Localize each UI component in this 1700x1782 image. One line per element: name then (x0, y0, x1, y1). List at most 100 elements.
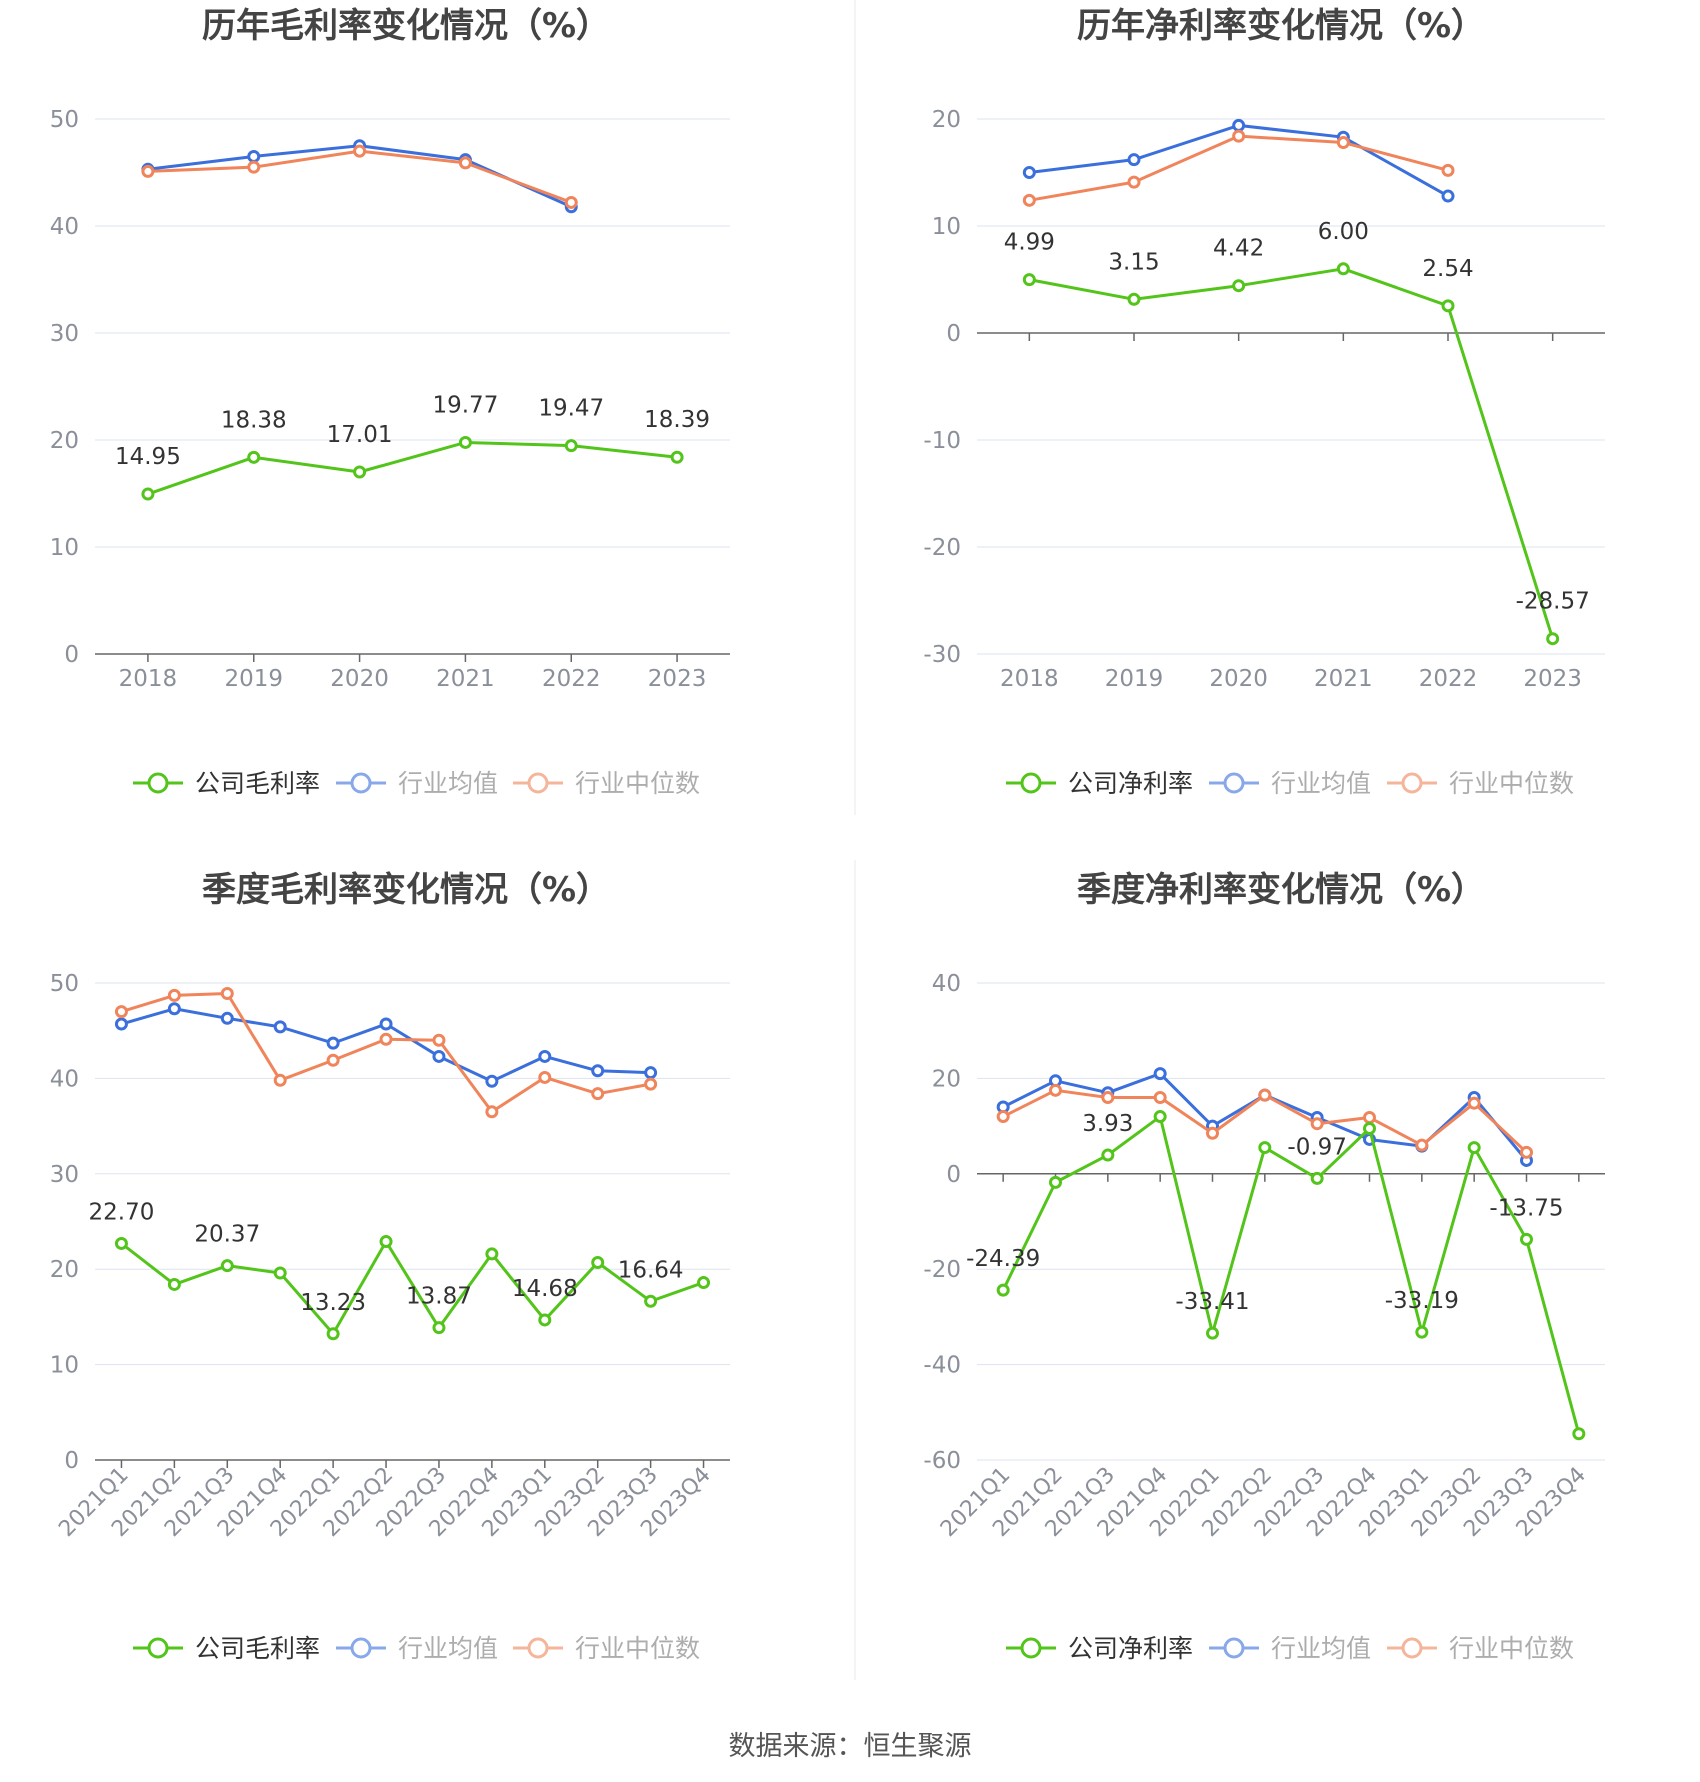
data-point-median (379, 1032, 393, 1046)
series-line-company (1029, 267, 1555, 640)
series-line-median (121, 991, 651, 1114)
y-tick-label: 0 (64, 1448, 79, 1474)
data-point-median (458, 156, 472, 170)
legend-item-company: 公司毛利率 (133, 769, 320, 798)
data-point-company (1415, 1325, 1429, 1339)
data-point-median (167, 988, 181, 1002)
data-label: -33.41 (1175, 1289, 1249, 1315)
data-point-median (1127, 175, 1141, 189)
chart-title: 季度毛利率变化情况（%） (202, 870, 610, 910)
data-label: 18.39 (644, 407, 710, 433)
legend-marker (1223, 1637, 1245, 1659)
data-point-avg (273, 1020, 287, 1034)
legend-item-avg: 行业均值 (1209, 1634, 1371, 1663)
data-point-median (114, 1005, 128, 1019)
legend-marker (1020, 772, 1042, 794)
y-tick-label: 10 (932, 214, 961, 240)
series-line-median (147, 149, 572, 204)
series-line-company (147, 440, 678, 496)
y-tick-label: 20 (50, 428, 79, 454)
data-point-avg (591, 1064, 605, 1078)
data-point-median (1310, 1117, 1324, 1131)
data-point-median (564, 195, 578, 209)
chart-panel-1: 历年毛利率变化情况（%） 0 10 20 30 40 50 2018 2019 2020 2021 2… (50, 6, 730, 798)
data-point-avg (1232, 118, 1246, 132)
data-point-median (538, 1070, 552, 1084)
y-tick-label: 40 (50, 214, 79, 240)
data-label: 3.93 (1082, 1111, 1133, 1137)
y-tick-label: 10 (50, 1353, 79, 1379)
data-point-company (273, 1266, 287, 1280)
data-label: 19.47 (538, 396, 604, 422)
legend-item-company: 公司净利率 (1006, 1634, 1193, 1663)
data-point-median (326, 1053, 340, 1067)
data-point-company (1467, 1141, 1481, 1155)
data-label: 13.23 (300, 1290, 366, 1316)
data-point-median (644, 1077, 658, 1091)
data-label: 3.15 (1108, 249, 1159, 275)
chart-panel-3: 季度毛利率变化情况（%）010203040502021Q12021Q22021Q… (50, 870, 730, 1663)
data-point-company (538, 1313, 552, 1327)
legend-marker (147, 772, 169, 794)
chart-title: 历年净利率变化情况（%） (1077, 6, 1485, 46)
data-point-avg (1127, 153, 1141, 167)
legend-label: 公司净利率 (1068, 769, 1193, 798)
y-tick-label: -30 (923, 642, 961, 668)
legend-item-avg: 行业均值 (336, 1634, 498, 1663)
legend-label: 行业均值 (398, 1634, 498, 1663)
data-point-median (1336, 136, 1350, 150)
data-point-median (1049, 1083, 1062, 1097)
data-point-company (1022, 273, 1036, 287)
x-tick-label: 2021 (1314, 666, 1373, 692)
data-label: 14.95 (115, 444, 181, 470)
legend-label: 公司净利率 (1068, 1634, 1193, 1663)
legend-label: 行业中位数 (575, 769, 700, 798)
legend-label: 行业中位数 (1449, 769, 1574, 798)
x-tick-label: 2020 (1209, 666, 1268, 692)
data-point-median (1520, 1145, 1533, 1159)
data-label: -24.39 (966, 1246, 1040, 1272)
data-label: 6.00 (1318, 219, 1369, 245)
legend-marker (1401, 1637, 1423, 1659)
data-point-company (591, 1256, 605, 1270)
data-point-median (247, 160, 261, 174)
data-point-median (1022, 193, 1036, 207)
data-point-avg (1441, 189, 1455, 203)
data-label: 13.87 (406, 1284, 472, 1310)
data-point-avg (538, 1049, 552, 1063)
data-point-company (1310, 1171, 1324, 1185)
y-tick-label: 20 (932, 1066, 961, 1092)
data-label: -0.97 (1287, 1134, 1347, 1160)
data-point-avg (379, 1017, 393, 1031)
data-point-company (1441, 299, 1455, 313)
data-point-median (1206, 1126, 1219, 1140)
y-tick-label: 30 (50, 321, 79, 347)
data-point-avg (247, 149, 261, 163)
data-point-median (432, 1033, 446, 1047)
chart-panel-4: 季度净利率变化情况（%）-60-40-20020402021Q12021Q220… (923, 870, 1605, 1663)
legend-item-median: 行业中位数 (1387, 769, 1574, 798)
data-point-company (670, 450, 684, 464)
data-point-company (1336, 262, 1350, 276)
data-point-median (1232, 129, 1246, 143)
data-point-company (458, 435, 472, 449)
legend-item-median: 行业中位数 (1387, 1634, 1574, 1663)
data-point-company (1049, 1175, 1062, 1189)
y-tick-label: -20 (923, 535, 961, 561)
data-point-median (1101, 1090, 1115, 1104)
data-point-median (220, 986, 234, 1000)
data-label: -13.75 (1489, 1195, 1563, 1221)
data-point-company (1232, 279, 1246, 293)
legend-item-company: 公司净利率 (1006, 769, 1193, 798)
y-tick-label: 0 (946, 321, 961, 347)
data-point-company (1127, 292, 1141, 306)
data-point-company (1572, 1427, 1586, 1441)
data-point-avg (485, 1074, 499, 1088)
chart-title: 历年毛利率变化情况（%） (202, 6, 610, 46)
y-tick-label: 10 (50, 535, 79, 561)
y-tick-label: 20 (932, 107, 961, 133)
y-tick-label: -10 (923, 428, 961, 454)
data-label: 22.70 (89, 1199, 155, 1225)
y-tick-label: 40 (50, 1066, 79, 1092)
